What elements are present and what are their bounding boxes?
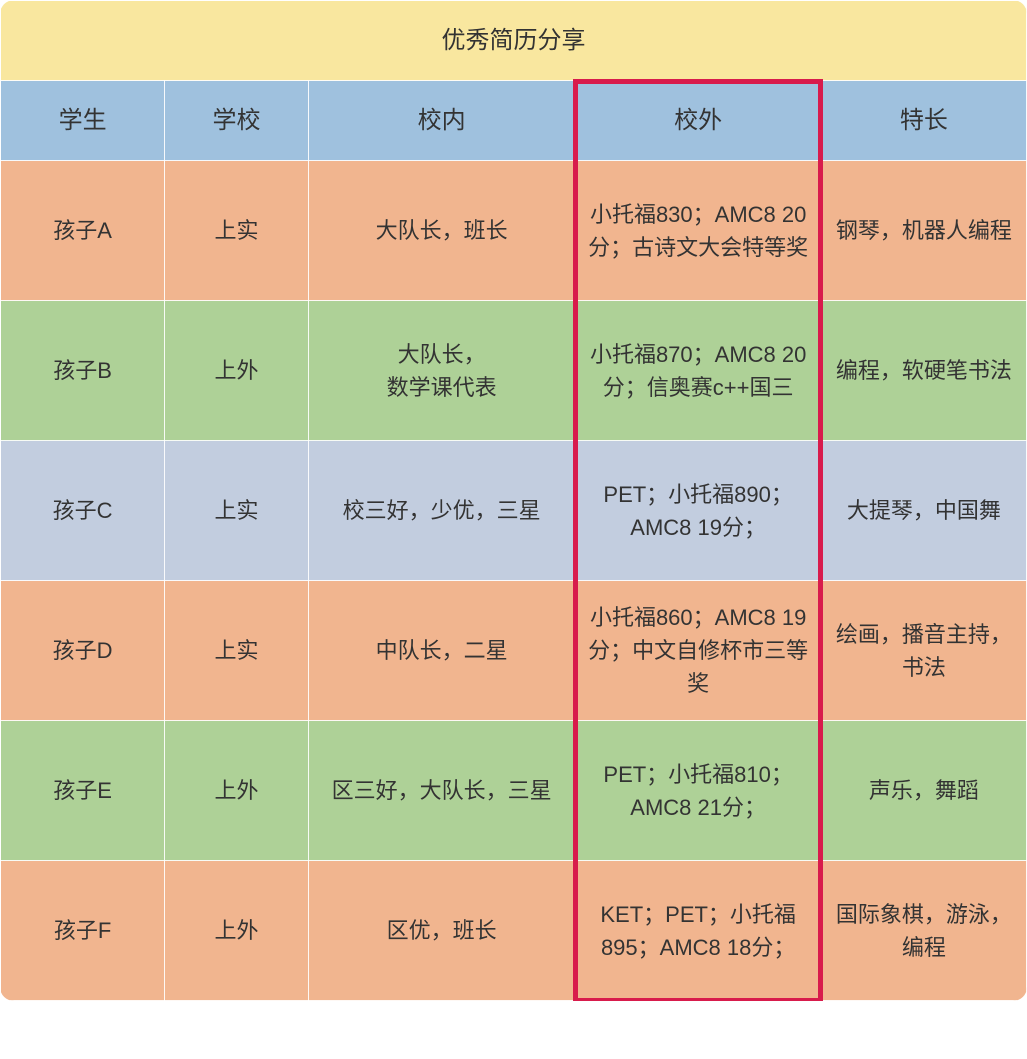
- resume-table-container: 优秀简历分享 学生学校校内校外特长 孩子A上实大队长，班长小托福830；AMC8…: [0, 0, 1027, 1001]
- table-cell: 上实: [165, 161, 309, 301]
- table-cell: 声乐，舞蹈: [821, 721, 1026, 861]
- table-cell: 上实: [165, 441, 309, 581]
- table-cell: 编程，软硬笔书法: [821, 301, 1026, 441]
- table-cell: 钢琴，机器人编程: [821, 161, 1026, 301]
- table-cell: 小托福870；AMC8 20分；信奥赛c++国三: [575, 301, 821, 441]
- table-row: 孩子B上外大队长，数学课代表小托福870；AMC8 20分；信奥赛c++国三编程…: [1, 301, 1027, 441]
- header-row: 学生学校校内校外特长: [1, 81, 1027, 161]
- table-cell: 小托福860；AMC8 19分；中文自修杯市三等奖: [575, 581, 821, 721]
- table-cell: 孩子B: [1, 301, 165, 441]
- table-cell: KET；PET；小托福895；AMC8 18分；: [575, 861, 821, 1001]
- table-row: 孩子F上外区优，班长KET；PET；小托福895；AMC8 18分；国际象棋，游…: [1, 861, 1027, 1001]
- table-cell: 孩子F: [1, 861, 165, 1001]
- table-row: 孩子D上实中队长，二星小托福860；AMC8 19分；中文自修杯市三等奖绘画，播…: [1, 581, 1027, 721]
- table-cell: 孩子D: [1, 581, 165, 721]
- table-cell: PET；小托福810；AMC8 21分；: [575, 721, 821, 861]
- table-cell: PET；小托福890；AMC8 19分；: [575, 441, 821, 581]
- table-cell: 校三好，少优，三星: [308, 441, 575, 581]
- table-cell: 孩子C: [1, 441, 165, 581]
- table-cell: 孩子A: [1, 161, 165, 301]
- table-cell: 上外: [165, 861, 309, 1001]
- title-row: 优秀简历分享: [1, 1, 1027, 81]
- table-cell: 国际象棋，游泳，编程: [821, 861, 1026, 1001]
- table-cell: 上外: [165, 721, 309, 861]
- table-cell: 孩子E: [1, 721, 165, 861]
- resume-table: 优秀简历分享 学生学校校内校外特长 孩子A上实大队长，班长小托福830；AMC8…: [0, 0, 1027, 1001]
- table-cell: 区三好，大队长，三星: [308, 721, 575, 861]
- table-cell: 上实: [165, 581, 309, 721]
- table-cell: 大提琴，中国舞: [821, 441, 1026, 581]
- column-header: 学生: [1, 81, 165, 161]
- table-cell: 区优，班长: [308, 861, 575, 1001]
- table-cell: 上外: [165, 301, 309, 441]
- table-row: 孩子A上实大队长，班长小托福830；AMC8 20分；古诗文大会特等奖钢琴，机器…: [1, 161, 1027, 301]
- column-header: 特长: [821, 81, 1026, 161]
- table-cell: 小托福830；AMC8 20分；古诗文大会特等奖: [575, 161, 821, 301]
- table-body: 孩子A上实大队长，班长小托福830；AMC8 20分；古诗文大会特等奖钢琴，机器…: [1, 161, 1027, 1001]
- column-header: 校外: [575, 81, 821, 161]
- column-header: 学校: [165, 81, 309, 161]
- table-row: 孩子C上实校三好，少优，三星PET；小托福890；AMC8 19分；大提琴，中国…: [1, 441, 1027, 581]
- table-cell: 绘画，播音主持，书法: [821, 581, 1026, 721]
- table-title: 优秀简历分享: [1, 1, 1027, 81]
- table-cell: 大队长，班长: [308, 161, 575, 301]
- table-row: 孩子E上外区三好，大队长，三星PET；小托福810；AMC8 21分；声乐，舞蹈: [1, 721, 1027, 861]
- table-cell: 中队长，二星: [308, 581, 575, 721]
- column-header: 校内: [308, 81, 575, 161]
- table-cell: 大队长，数学课代表: [308, 301, 575, 441]
